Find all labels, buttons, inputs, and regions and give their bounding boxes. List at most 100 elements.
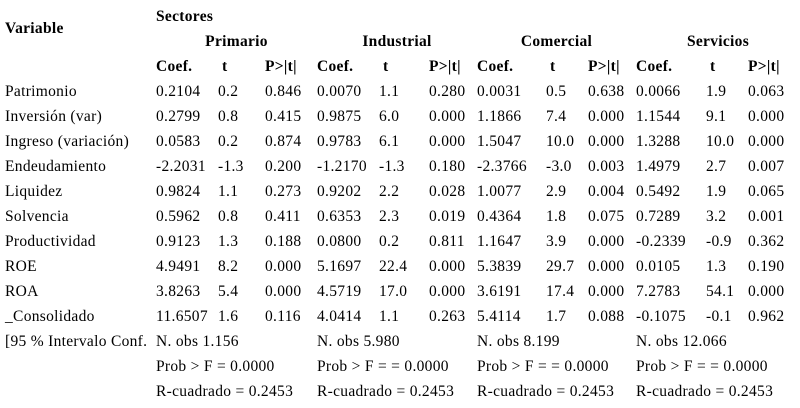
cell-p-primario: 0.000 [265,282,302,300]
cell-p-comercial: 0.000 [588,107,625,125]
cell-coef-comercial: 1.1866 [477,107,522,125]
cell-p-servicios: 0.190 [748,257,785,275]
cell-coef-servicios: 0.0105 [636,257,681,275]
cell-coef-primario: 11.6507 [156,307,208,325]
t-header: t [383,57,389,75]
cell-coef-comercial: 5.4114 [477,307,521,325]
cell-coef-servicios: 1.4979 [636,157,681,175]
cell-t-industrial: 6.0 [379,107,400,125]
prob-f-row: Prob > F = 0.0000 Prob > F = = 0.0000 Pr… [0,354,800,379]
coef-header: Coef. [156,57,193,75]
row-variable-label: _Consolidado [5,307,95,325]
cell-p-industrial: 0.000 [429,282,466,300]
cell-p-comercial: 0.088 [588,307,625,325]
sectores-header: Sectores [156,7,214,25]
cell-coef-industrial: 0.9783 [317,132,362,150]
footer-label: [95 % Intervalo Conf. [5,332,148,350]
cell-coef-comercial: 1.5047 [477,132,522,150]
cell-t-industrial: 1.1 [379,82,400,100]
cell-coef-primario: 0.9123 [156,232,201,250]
cell-p-primario: 0.411 [265,207,301,225]
cell-p-servicios: 0.000 [748,282,785,300]
cell-t-primario: 0.8 [218,107,239,125]
p-header: P>|t| [588,57,620,75]
cell-t-primario: 1.1 [218,182,239,200]
cell-p-comercial: 0.638 [588,82,625,100]
cell-coef-servicios: -0.1075 [636,307,686,325]
cell-coef-servicios: 0.0066 [636,82,681,100]
table-row: Patrimonio 0.2104 0.2 0.846 0.0070 1.1 0… [0,79,800,104]
cell-coef-industrial: 5.1697 [317,257,362,275]
cell-coef-industrial: 0.0070 [317,82,362,100]
table-row: _Consolidado 11.6507 1.6 0.116 4.0414 1.… [0,304,800,329]
cell-coef-comercial: 0.4364 [477,207,522,225]
cell-p-comercial: 0.000 [588,282,625,300]
cell-coef-primario: 0.0583 [156,132,201,150]
cell-p-comercial: 0.004 [588,182,625,200]
cell-coef-industrial: 4.5719 [317,282,362,300]
cell-coef-industrial: 0.9875 [317,107,362,125]
cell-p-industrial: 0.263 [429,307,466,325]
r-squared-servicios: R-cuadrado = 0.2453 [636,382,774,400]
cell-coef-comercial: 1.0077 [477,182,522,200]
cell-coef-primario: 0.2799 [156,107,201,125]
cell-p-primario: 0.846 [265,82,302,100]
cell-t-servicios: 3.2 [706,207,727,225]
t-header: t [550,57,556,75]
cell-p-industrial: 0.028 [429,182,466,200]
cell-p-servicios: 0.063 [748,82,785,100]
cell-t-industrial: 1.1 [379,307,400,325]
cell-t-primario: 1.3 [218,232,239,250]
column-header-row: Coef. t P>|t| Coef. t P>|t| Coef. t P>|t… [0,54,800,79]
cell-t-servicios: 1.3 [706,257,727,275]
cell-p-comercial: 0.003 [588,157,625,175]
r-squared-comercial: R-cuadrado = 0.2453 [477,382,615,400]
cell-t-industrial: 0.2 [379,232,400,250]
cell-coef-industrial: 0.9202 [317,182,362,200]
row-variable-label: Ingreso (variación) [5,132,130,150]
cell-coef-comercial: 0.0031 [477,82,522,100]
row-variable-label: Productividad [5,232,96,250]
cell-p-primario: 0.116 [265,307,301,325]
coef-header: Coef. [317,57,354,75]
row-variable-label: Inversión (var) [5,107,103,125]
cell-t-primario: 5.4 [218,282,239,300]
r-squared-industrial: R-cuadrado = 0.2453 [317,382,455,400]
cell-coef-primario: -2.2031 [156,157,206,175]
cell-p-servicios: 0.362 [748,232,785,250]
cell-coef-primario: 4.9491 [156,257,201,275]
table-row: Ingreso (variación) 0.0583 0.2 0.874 0.9… [0,129,800,154]
cell-t-industrial: -1.3 [379,157,405,175]
cell-p-comercial: 0.075 [588,207,625,225]
cell-t-comercial: 0.5 [546,82,567,100]
r-squared-row: R-cuadrado = 0.2453 R-cuadrado = 0.2453 … [0,379,800,404]
cell-t-comercial: 7.4 [546,107,567,125]
cell-p-servicios: 0.007 [748,157,785,175]
n-obs-primario: N. obs 1.156 [156,332,239,350]
cell-t-primario: 0.2 [218,132,239,150]
row-variable-label: Solvencia [5,207,69,225]
cell-t-comercial: 29.7 [546,257,575,275]
cell-p-primario: 0.000 [265,257,302,275]
cell-coef-servicios: 0.7289 [636,207,681,225]
cell-t-industrial: 2.3 [379,207,400,225]
p-header: P>|t| [429,57,461,75]
cell-t-comercial: 2.9 [546,182,567,200]
cell-p-industrial: 0.000 [429,132,466,150]
cell-p-servicios: 0.001 [748,207,785,225]
cell-coef-industrial: 0.0800 [317,232,362,250]
cell-t-primario: 0.2 [218,82,239,100]
prob-f-comercial: Prob > F = = 0.0000 [477,357,609,375]
cell-t-servicios: 9.1 [706,107,727,125]
cell-coef-industrial: -1.2170 [317,157,367,175]
prob-f-industrial: Prob > F = = 0.0000 [317,357,449,375]
table-row: ROE 4.9491 8.2 0.000 5.1697 22.4 0.000 5… [0,254,800,279]
prob-f-servicios: Prob > F = = 0.0000 [636,357,768,375]
cell-p-industrial: 0.180 [429,157,466,175]
cell-coef-industrial: 0.6353 [317,207,362,225]
cell-t-servicios: 1.9 [706,82,727,100]
row-variable-label: Patrimonio [5,82,77,100]
cell-t-industrial: 2.2 [379,182,400,200]
cell-t-industrial: 17.0 [379,282,408,300]
cell-coef-servicios: 0.5492 [636,182,681,200]
